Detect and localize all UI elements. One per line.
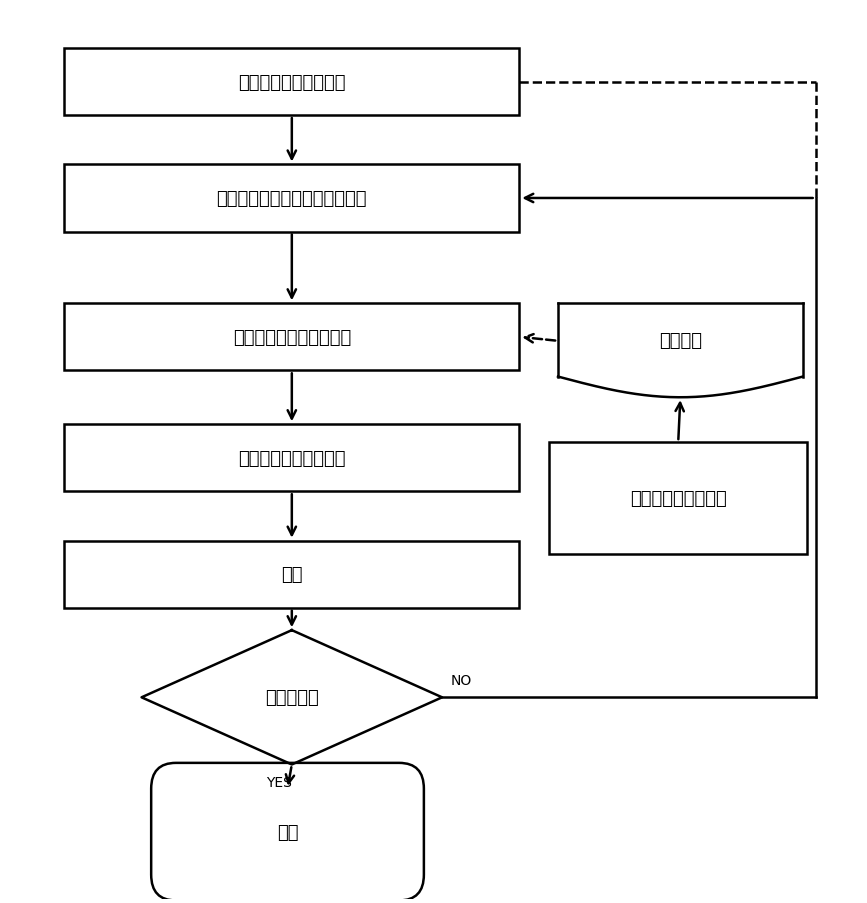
Text: 对较优解进行精确评价: 对较优解进行精确评价 (238, 449, 346, 467)
FancyBboxPatch shape (64, 424, 519, 492)
Text: 基于预报模型进行粗评价: 基于预报模型进行粗评价 (232, 329, 351, 347)
Polygon shape (558, 304, 803, 377)
FancyBboxPatch shape (64, 304, 519, 371)
Text: 结束: 结束 (277, 823, 298, 841)
Text: NO: NO (451, 673, 472, 687)
Polygon shape (141, 630, 442, 765)
Text: 采集数据和算法初始化: 采集数据和算法初始化 (238, 73, 346, 91)
Text: 选择: 选择 (281, 565, 303, 583)
FancyBboxPatch shape (64, 541, 519, 608)
Polygon shape (558, 377, 803, 398)
Text: 预报模型: 预报模型 (659, 331, 702, 349)
FancyBboxPatch shape (550, 442, 807, 554)
FancyBboxPatch shape (151, 763, 424, 900)
FancyBboxPatch shape (64, 165, 519, 232)
Text: YES: YES (266, 776, 292, 789)
Text: 基于解相似度的差分变异和交叉: 基于解相似度的差分变异和交叉 (217, 190, 367, 208)
Text: 预报模型的在线学习: 预报模型的在线学习 (629, 489, 727, 507)
Text: 停止准则？: 停止准则？ (265, 689, 319, 706)
FancyBboxPatch shape (64, 49, 519, 116)
